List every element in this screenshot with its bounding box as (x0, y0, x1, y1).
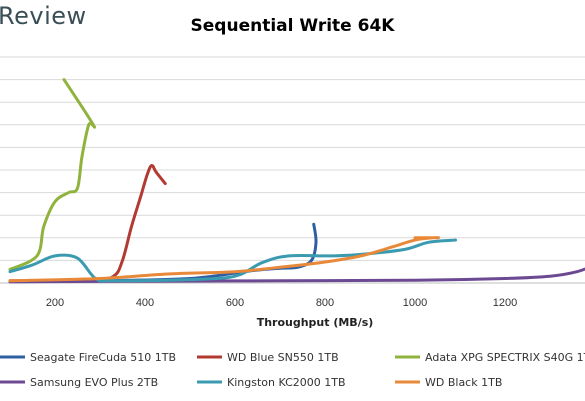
series-layer (8, 78, 585, 284)
chart-title: Sequential Write 64K (190, 16, 395, 36)
legend-label: WD Black 1TB (425, 376, 502, 389)
x-tick-label: 200 (46, 297, 64, 309)
x-axis-label: Throughput (MB/s) (257, 316, 374, 329)
legend-label: Kingston KC2000 1TB (227, 376, 346, 389)
x-tick-label: 1200 (493, 297, 517, 309)
series-line (8, 78, 97, 271)
x-tick-label: 600 (226, 297, 244, 309)
legend-label: Adata XPG SPECTRIX S40G 1TB (425, 351, 585, 364)
series-line (8, 236, 441, 283)
legend-label: Samsung EVO Plus 2TB (30, 376, 158, 389)
series-line (8, 238, 457, 283)
legend-label: WD Blue SN550 1TB (227, 351, 339, 364)
legend: Seagate FireCuda 510 1TB WD Blue SN550 1T… (0, 351, 585, 389)
x-tick-label: 400 (136, 297, 154, 309)
grid-lines (0, 56, 585, 261)
brand-logo: Review (0, 2, 87, 30)
x-tick-labels: 200400600800100012001 (46, 297, 517, 309)
legend-label: Seagate FireCuda 510 1TB (30, 351, 176, 364)
x-tick-label: 1000 (403, 297, 427, 309)
x-tick-label: 800 (316, 297, 334, 309)
